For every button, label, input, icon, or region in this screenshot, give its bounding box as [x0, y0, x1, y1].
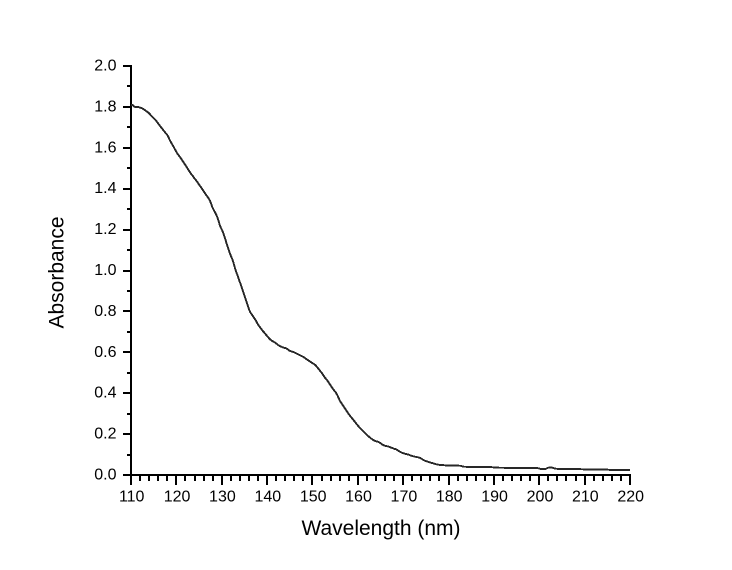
svg-text:170: 170	[391, 489, 418, 506]
svg-text:1.4: 1.4	[94, 180, 116, 197]
svg-text:190: 190	[481, 489, 508, 506]
svg-text:0.4: 0.4	[94, 385, 116, 402]
svg-text:150: 150	[300, 489, 327, 506]
svg-text:140: 140	[254, 489, 281, 506]
svg-text:110: 110	[119, 489, 145, 506]
svg-text:200: 200	[527, 489, 554, 506]
svg-text:0.6: 0.6	[94, 344, 116, 361]
svg-text:2.0: 2.0	[94, 58, 116, 75]
svg-text:0.8: 0.8	[94, 303, 116, 320]
svg-text:Absorbance: Absorbance	[46, 216, 69, 328]
svg-text:120: 120	[164, 489, 191, 506]
svg-text:1.0: 1.0	[94, 262, 116, 279]
svg-text:210: 210	[572, 489, 599, 506]
svg-text:0.0: 0.0	[94, 467, 116, 484]
svg-text:1.2: 1.2	[94, 221, 116, 238]
svg-text:Wavelength (nm): Wavelength (nm)	[301, 517, 460, 540]
svg-text:220: 220	[617, 489, 644, 506]
svg-text:1.8: 1.8	[94, 98, 116, 115]
svg-text:130: 130	[209, 489, 236, 506]
svg-text:180: 180	[436, 489, 463, 506]
svg-text:0.2: 0.2	[94, 426, 116, 443]
svg-text:160: 160	[345, 489, 372, 506]
svg-text:1.6: 1.6	[94, 139, 116, 156]
